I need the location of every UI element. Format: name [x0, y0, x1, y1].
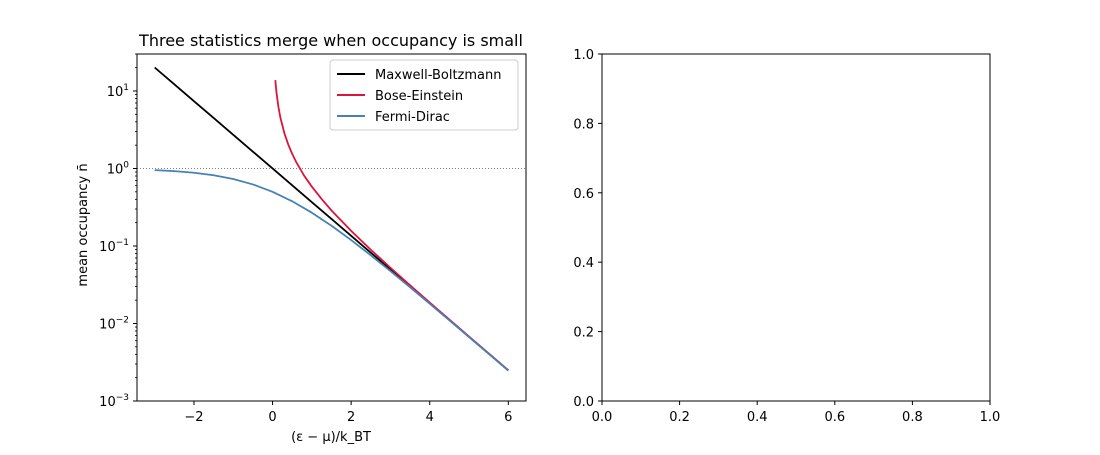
y-tick-label: 10−3 — [99, 393, 129, 410]
y-tick-label: 101 — [107, 83, 129, 100]
right-y-tick-label: 0.2 — [573, 326, 594, 341]
plot-frame — [136, 53, 527, 402]
y-axis-label: mean occupancy n̄ — [76, 163, 91, 286]
left-plot-area: −2 0 2 4 6 10−3 10−2 10−1 100 101 — [99, 53, 527, 425]
right-x-tick-label: 0.2 — [669, 410, 690, 425]
legend-label: Bose-Einstein — [375, 89, 463, 104]
x-tick-label: 6 — [504, 410, 512, 425]
x-tick-label: 2 — [347, 410, 355, 425]
right-plot-area: 0.0 0.2 0.4 0.6 0.8 1.0 0.0 0.2 0.4 0.6 0.8 1.0 — [573, 48, 1000, 425]
y-tick-label: 10−1 — [99, 238, 129, 255]
right-x-tick-label: 0.0 — [592, 410, 613, 425]
right-x-tick-label: 0.6 — [824, 410, 845, 425]
right-x-tick-label: 1.0 — [980, 410, 1001, 425]
y-tick-label: 10−2 — [99, 315, 129, 332]
legend-label: Fermi-Dirac — [375, 110, 450, 125]
legend-box — [329, 59, 519, 131]
right-y-tick-label: 1.0 — [573, 48, 594, 63]
legend-label: Maxwell-Boltzmann — [375, 68, 501, 83]
x-tick-label: 0 — [268, 410, 276, 425]
y-tick-label: 100 — [107, 160, 130, 177]
right-y-tick-label: 0.6 — [573, 187, 594, 202]
x-tick-label: −2 — [184, 410, 203, 425]
left-chart: Three statistics merge when occupancy is… — [76, 31, 527, 445]
x-axis-label: (ε − μ)/k_BT — [291, 430, 371, 445]
right-y-tick-label: 0.0 — [573, 395, 594, 410]
x-tick-label: 4 — [426, 410, 434, 425]
series-line-fermi-dirac — [154, 169, 509, 372]
right-x-tick-label: 0.4 — [747, 410, 768, 425]
right-plot-frame — [601, 53, 991, 402]
right-y-tick-label: 0.4 — [573, 256, 594, 271]
legend: Maxwell-Boltzmann Bose-Einstein Fermi-Dira… — [329, 59, 519, 131]
chart-title: Three statistics merge when occupancy is… — [138, 31, 523, 50]
right-x-tick-label: 0.8 — [902, 410, 923, 425]
right-chart: 0.0 0.2 0.4 0.6 0.8 1.0 0.0 0.2 0.4 0.6 0.8 1.0 — [573, 48, 1000, 425]
right-y-tick-label: 0.8 — [573, 117, 594, 132]
